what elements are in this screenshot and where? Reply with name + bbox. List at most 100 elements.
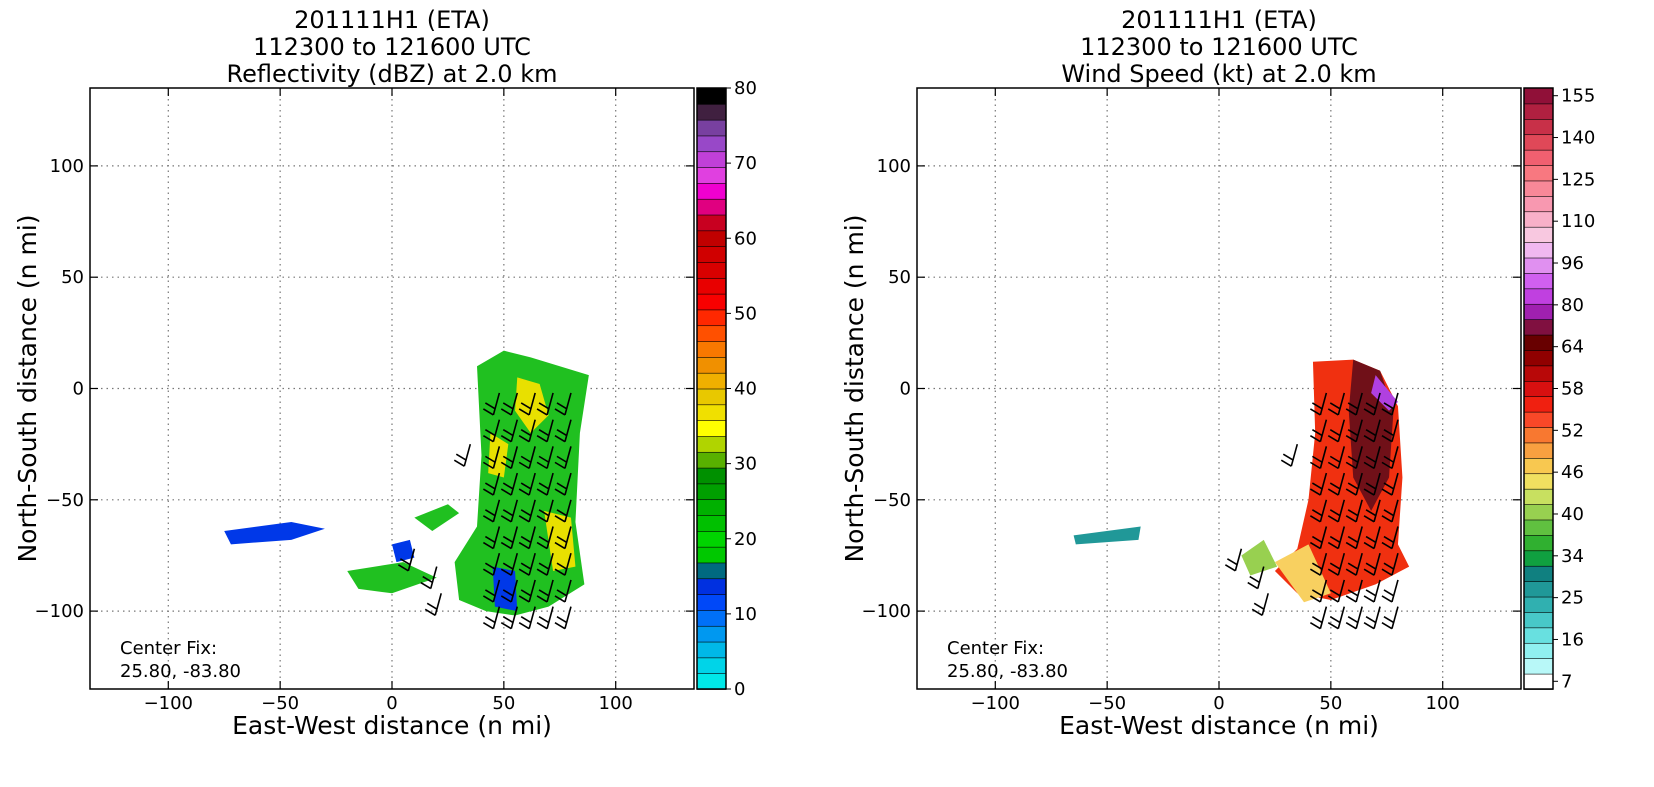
- wind-barb-flag: [1381, 515, 1393, 523]
- wind-barb-flag: [536, 515, 548, 523]
- wind-barb-flag: [518, 621, 530, 630]
- wind-barb: [564, 606, 572, 629]
- wind-barb: [1319, 499, 1328, 523]
- wind-barb: [1391, 419, 1399, 442]
- chart-title-line: 112300 to 121600 UTC: [1080, 33, 1358, 61]
- wind-barb: [528, 606, 536, 629]
- wind-barb-flag: [484, 615, 496, 624]
- wind-barb-flag: [554, 568, 566, 576]
- x-tick-label: −50: [261, 693, 299, 714]
- wind-barb-flag: [536, 595, 548, 603]
- wind-barb: [564, 446, 572, 469]
- wind-barb-flag: [554, 408, 566, 416]
- wind-barb-flag: [1363, 488, 1375, 496]
- wind-barb: [1337, 446, 1346, 469]
- data-field: [224, 350, 589, 616]
- colorbar-segment: [1523, 180, 1554, 197]
- wind-barb: [1234, 548, 1243, 571]
- x-tick-label: 100: [1426, 693, 1460, 714]
- wind-barb: [1319, 553, 1328, 576]
- wind-barb: [510, 553, 519, 576]
- wind-barb-flag: [502, 428, 514, 437]
- wind-barb: [1355, 392, 1363, 416]
- wind-barb-flag: [538, 428, 550, 437]
- wind-barb: [1355, 553, 1363, 576]
- wind-barb-flag: [538, 509, 550, 517]
- wind-barb-flag: [520, 615, 532, 624]
- wind-barb: [1319, 392, 1328, 416]
- colorbar-segment: [1523, 272, 1554, 290]
- colorbar-segment: [696, 672, 727, 690]
- y-axis-label: North-South distance (n mi): [840, 214, 869, 562]
- y-axis-label: North-South distance (n mi): [13, 214, 42, 562]
- wind-barb-flag: [1327, 541, 1339, 550]
- y-tick-label: 100: [877, 156, 911, 177]
- wind-barb-flag: [1309, 488, 1321, 496]
- colorbar-segment: [1523, 457, 1554, 475]
- wind-barb-flag: [484, 402, 496, 410]
- colorbar-label: 64: [1561, 337, 1584, 358]
- wind-barb-flag: [538, 615, 550, 624]
- wind-barb: [1373, 579, 1381, 603]
- wind-barb-flag: [1363, 461, 1375, 470]
- x-tick-label: 50: [492, 693, 515, 714]
- wind-barb-flag: [1327, 461, 1339, 470]
- y-tick-label: 0: [73, 379, 84, 400]
- wind-barb-flag: [1282, 453, 1294, 461]
- colorbar-segment: [696, 166, 727, 184]
- colorbar-segment: [696, 372, 727, 390]
- wind-barb-flag: [1347, 615, 1359, 624]
- colorbar-label: 80: [734, 78, 757, 99]
- wind-barb-flag: [484, 509, 496, 517]
- grid: [917, 88, 1521, 689]
- colorbar-segment: [1523, 580, 1554, 598]
- colorbar-segment: [696, 261, 727, 279]
- colorbar-segment: [1523, 257, 1554, 274]
- colorbar-label: 10: [734, 604, 757, 625]
- wind-barb-flag: [1345, 434, 1357, 443]
- wind-barb-flag: [518, 595, 530, 603]
- wind-barb: [1319, 579, 1328, 603]
- wind-barb: [1337, 526, 1346, 549]
- colorbar-segment: [1523, 426, 1554, 444]
- wind-barb-flag: [554, 595, 566, 603]
- colorbar-label: 96: [1561, 253, 1584, 274]
- wind-barb-flag: [502, 589, 514, 597]
- x-axis-label: East-West distance (n mi): [1059, 711, 1379, 740]
- wind-barb-flag: [1381, 568, 1393, 576]
- wind-barb-flag: [1381, 621, 1393, 630]
- wind-barb-flag: [1383, 455, 1395, 464]
- wind-barb-flag: [422, 575, 434, 584]
- wind-barb: [528, 472, 536, 496]
- wind-barb-flag: [1311, 509, 1323, 517]
- wind-barb-flag: [1251, 608, 1263, 616]
- y-tick-label: 50: [61, 267, 84, 288]
- colorbar-segment: [696, 135, 727, 153]
- wind-barb-flag: [1226, 558, 1238, 566]
- wind-barb-flag: [1381, 488, 1393, 496]
- wind-barb-flag: [500, 408, 512, 416]
- wind-barb-flag: [1365, 428, 1377, 437]
- colorbar-segment: [1523, 627, 1554, 644]
- wind-barb: [1391, 472, 1399, 496]
- wind-barb-flag: [1365, 615, 1377, 624]
- wind-barb: [546, 446, 554, 469]
- wind-barb: [1355, 419, 1363, 442]
- wind-barb-flag: [536, 621, 548, 630]
- wind-barb: [1355, 446, 1363, 469]
- wind-barb-flag: [536, 434, 548, 443]
- colorbar-segment: [696, 293, 727, 311]
- wind-barb: [546, 579, 554, 603]
- wind-barb-flag: [556, 455, 568, 464]
- wind-barb-flag: [520, 509, 532, 517]
- echo-region: [414, 504, 460, 531]
- wind-barb-flag: [1365, 562, 1377, 570]
- center-fix-label: Center Fix:: [947, 638, 1044, 659]
- colorbar-label: 110: [1561, 211, 1595, 232]
- wind-barb-flag: [556, 509, 568, 517]
- wind-barb-flag: [1280, 459, 1292, 467]
- colorbar-segment: [1523, 241, 1554, 259]
- colorbar-label: 16: [1561, 629, 1584, 650]
- wind-barb-flag: [556, 428, 568, 437]
- y-tick-label: −100: [862, 601, 911, 622]
